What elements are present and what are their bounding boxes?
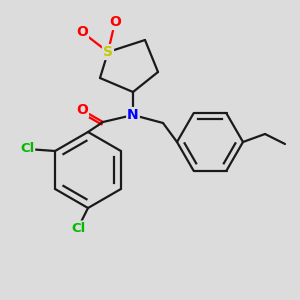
Text: N: N	[127, 108, 139, 122]
Text: Cl: Cl	[71, 221, 85, 235]
Text: O: O	[76, 103, 88, 117]
Text: S: S	[103, 45, 113, 59]
Text: O: O	[109, 15, 121, 29]
Text: O: O	[76, 25, 88, 39]
Text: Cl: Cl	[20, 142, 34, 155]
